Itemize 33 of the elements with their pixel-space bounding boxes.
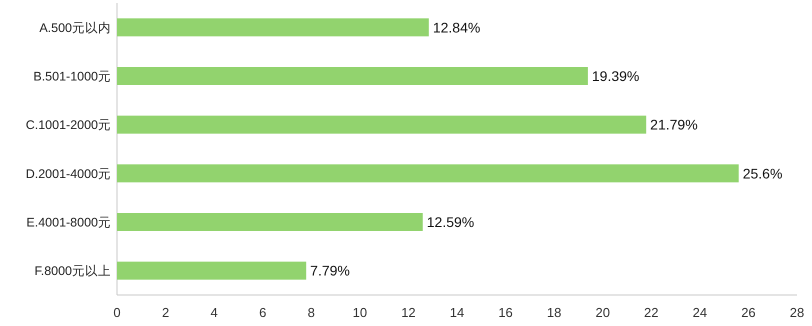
y-tick-label: B.501-1000元	[33, 70, 111, 84]
bar	[117, 18, 429, 36]
y-tick-label: F.8000元以上	[34, 264, 111, 278]
x-tick-label: 24	[692, 305, 708, 320]
x-tick-label: 16	[498, 305, 513, 320]
data-label: 21.79%	[650, 116, 698, 133]
x-tick-label: 22	[644, 305, 659, 320]
data-label: 12.84%	[432, 19, 480, 36]
bar	[117, 164, 739, 182]
y-tick-label: A.500元以内	[39, 20, 111, 35]
x-tick-label: 26	[741, 305, 756, 320]
x-tick-label: 18	[546, 305, 562, 320]
bar	[117, 116, 646, 134]
y-tick-label: C.1001-2000元	[26, 118, 111, 132]
x-tick-label: 10	[352, 305, 368, 320]
bar	[117, 212, 423, 232]
bar	[117, 262, 306, 280]
x-tick-label: 28	[790, 305, 804, 320]
x-tick-label: 8	[308, 305, 315, 320]
x-tick-label: 6	[259, 305, 266, 320]
x-tick-label: 12	[401, 305, 416, 320]
y-tick-label: E.4001-8000元	[26, 216, 111, 230]
y-tick-label: D.2001-4000元	[26, 166, 111, 181]
data-label: 19.39%	[592, 68, 640, 84]
x-tick-label: 14	[450, 305, 464, 320]
data-label: 12.59%	[426, 214, 474, 230]
x-tick-label: 2	[162, 305, 170, 320]
x-tick-label: 20	[595, 305, 610, 320]
data-label: 7.79%	[310, 262, 350, 279]
bar	[117, 66, 588, 86]
data-label: 25.6%	[742, 165, 782, 182]
x-tick-label: 0	[113, 305, 121, 320]
x-tick-label: 4	[210, 305, 218, 320]
